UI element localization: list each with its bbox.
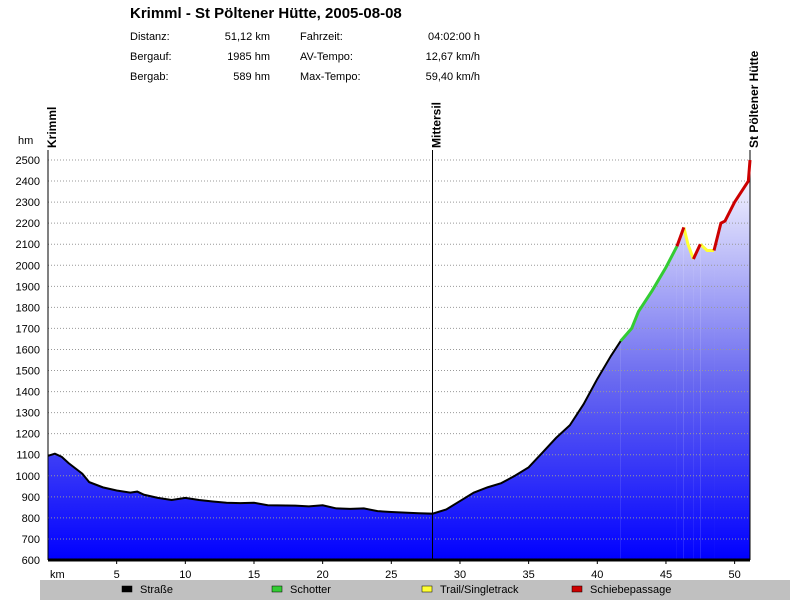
legend-swatch: [421, 585, 433, 593]
y-tick-label: 2300: [16, 197, 40, 209]
legend-swatch: [121, 585, 133, 593]
stat-label: Bergauf:: [130, 51, 172, 63]
stat-value: 04:02:00 h: [428, 31, 480, 43]
area-fill: [48, 341, 621, 560]
area-fill: [676, 227, 684, 561]
y-tick-label: 1700: [16, 323, 40, 335]
y-tick-label: 900: [22, 492, 40, 504]
waypoint-label: Mittersil: [430, 102, 444, 148]
y-tick-label: 600: [22, 555, 40, 567]
y-axis-label: hm: [18, 135, 33, 147]
stat-label: Bergab:: [130, 71, 169, 83]
x-tick-label: 45: [660, 569, 672, 581]
x-tick-label: 5: [114, 569, 120, 581]
x-tick-label: 35: [523, 569, 535, 581]
x-tick-label: 15: [248, 569, 260, 581]
legend-bar: [40, 580, 790, 600]
y-tick-label: 2000: [16, 260, 40, 272]
x-tick-label: 10: [179, 569, 191, 581]
stat-value: 12,67 km/h: [426, 51, 480, 63]
y-tick-label: 1400: [16, 387, 40, 399]
x-tick-label: 50: [728, 569, 740, 581]
area-fill: [700, 244, 715, 561]
y-tick-label: 700: [22, 534, 40, 546]
profile-line: [47, 340, 622, 515]
y-tick-label: 800: [22, 513, 40, 525]
stat-value: 589 hm: [233, 71, 270, 83]
y-tick-label: 1200: [16, 429, 40, 441]
profile-line: [675, 159, 752, 260]
stat-value: 59,40 km/h: [426, 71, 480, 83]
stat-label: Distanz:: [130, 31, 170, 43]
y-tick-label: 1100: [16, 450, 40, 462]
y-tick-label: 1800: [16, 302, 40, 314]
y-tick-label: 1600: [16, 344, 40, 356]
waypoint-label: St Pöltener Hütte: [747, 50, 761, 148]
legend-swatch: [571, 585, 583, 593]
x-tick-label: 40: [591, 569, 603, 581]
stat-value: 1985 hm: [227, 51, 270, 63]
area-fill: [693, 244, 701, 561]
profile-line: [682, 227, 715, 260]
x-tick-label: 25: [385, 569, 397, 581]
y-tick-label: 1900: [16, 281, 40, 293]
y-tick-label: 2100: [16, 239, 40, 251]
chart-title: Krimml - St Pöltener Hütte, 2005-08-08: [130, 5, 402, 22]
legend-label: Straße: [140, 584, 173, 596]
stat-label: Max-Tempo:: [300, 71, 361, 83]
y-tick-label: 2500: [16, 155, 40, 167]
x-tick-label: 30: [454, 569, 466, 581]
stat-label: Fahrzeit:: [300, 31, 343, 43]
legend-swatch: [271, 585, 283, 593]
area-fill: [683, 227, 694, 561]
y-tick-label: 1300: [16, 408, 40, 420]
stat-value: 51,12 km: [225, 31, 270, 43]
profile-line: [619, 245, 679, 343]
legend-label: Schotter: [290, 584, 331, 596]
y-tick-label: 2200: [16, 218, 40, 230]
legend-label: Schiebepassage: [590, 584, 671, 596]
legend-label: Trail/Singletrack: [440, 584, 519, 596]
waypoint-label: Krimml: [45, 107, 59, 148]
y-tick-label: 1000: [16, 471, 40, 483]
x-tick-label: 20: [317, 569, 329, 581]
y-tick-label: 2400: [16, 176, 40, 188]
x-axis-label: km: [50, 569, 65, 581]
area-fill: [714, 160, 750, 560]
y-tick-label: 1500: [16, 366, 40, 378]
stat-label: AV-Tempo:: [300, 51, 353, 63]
